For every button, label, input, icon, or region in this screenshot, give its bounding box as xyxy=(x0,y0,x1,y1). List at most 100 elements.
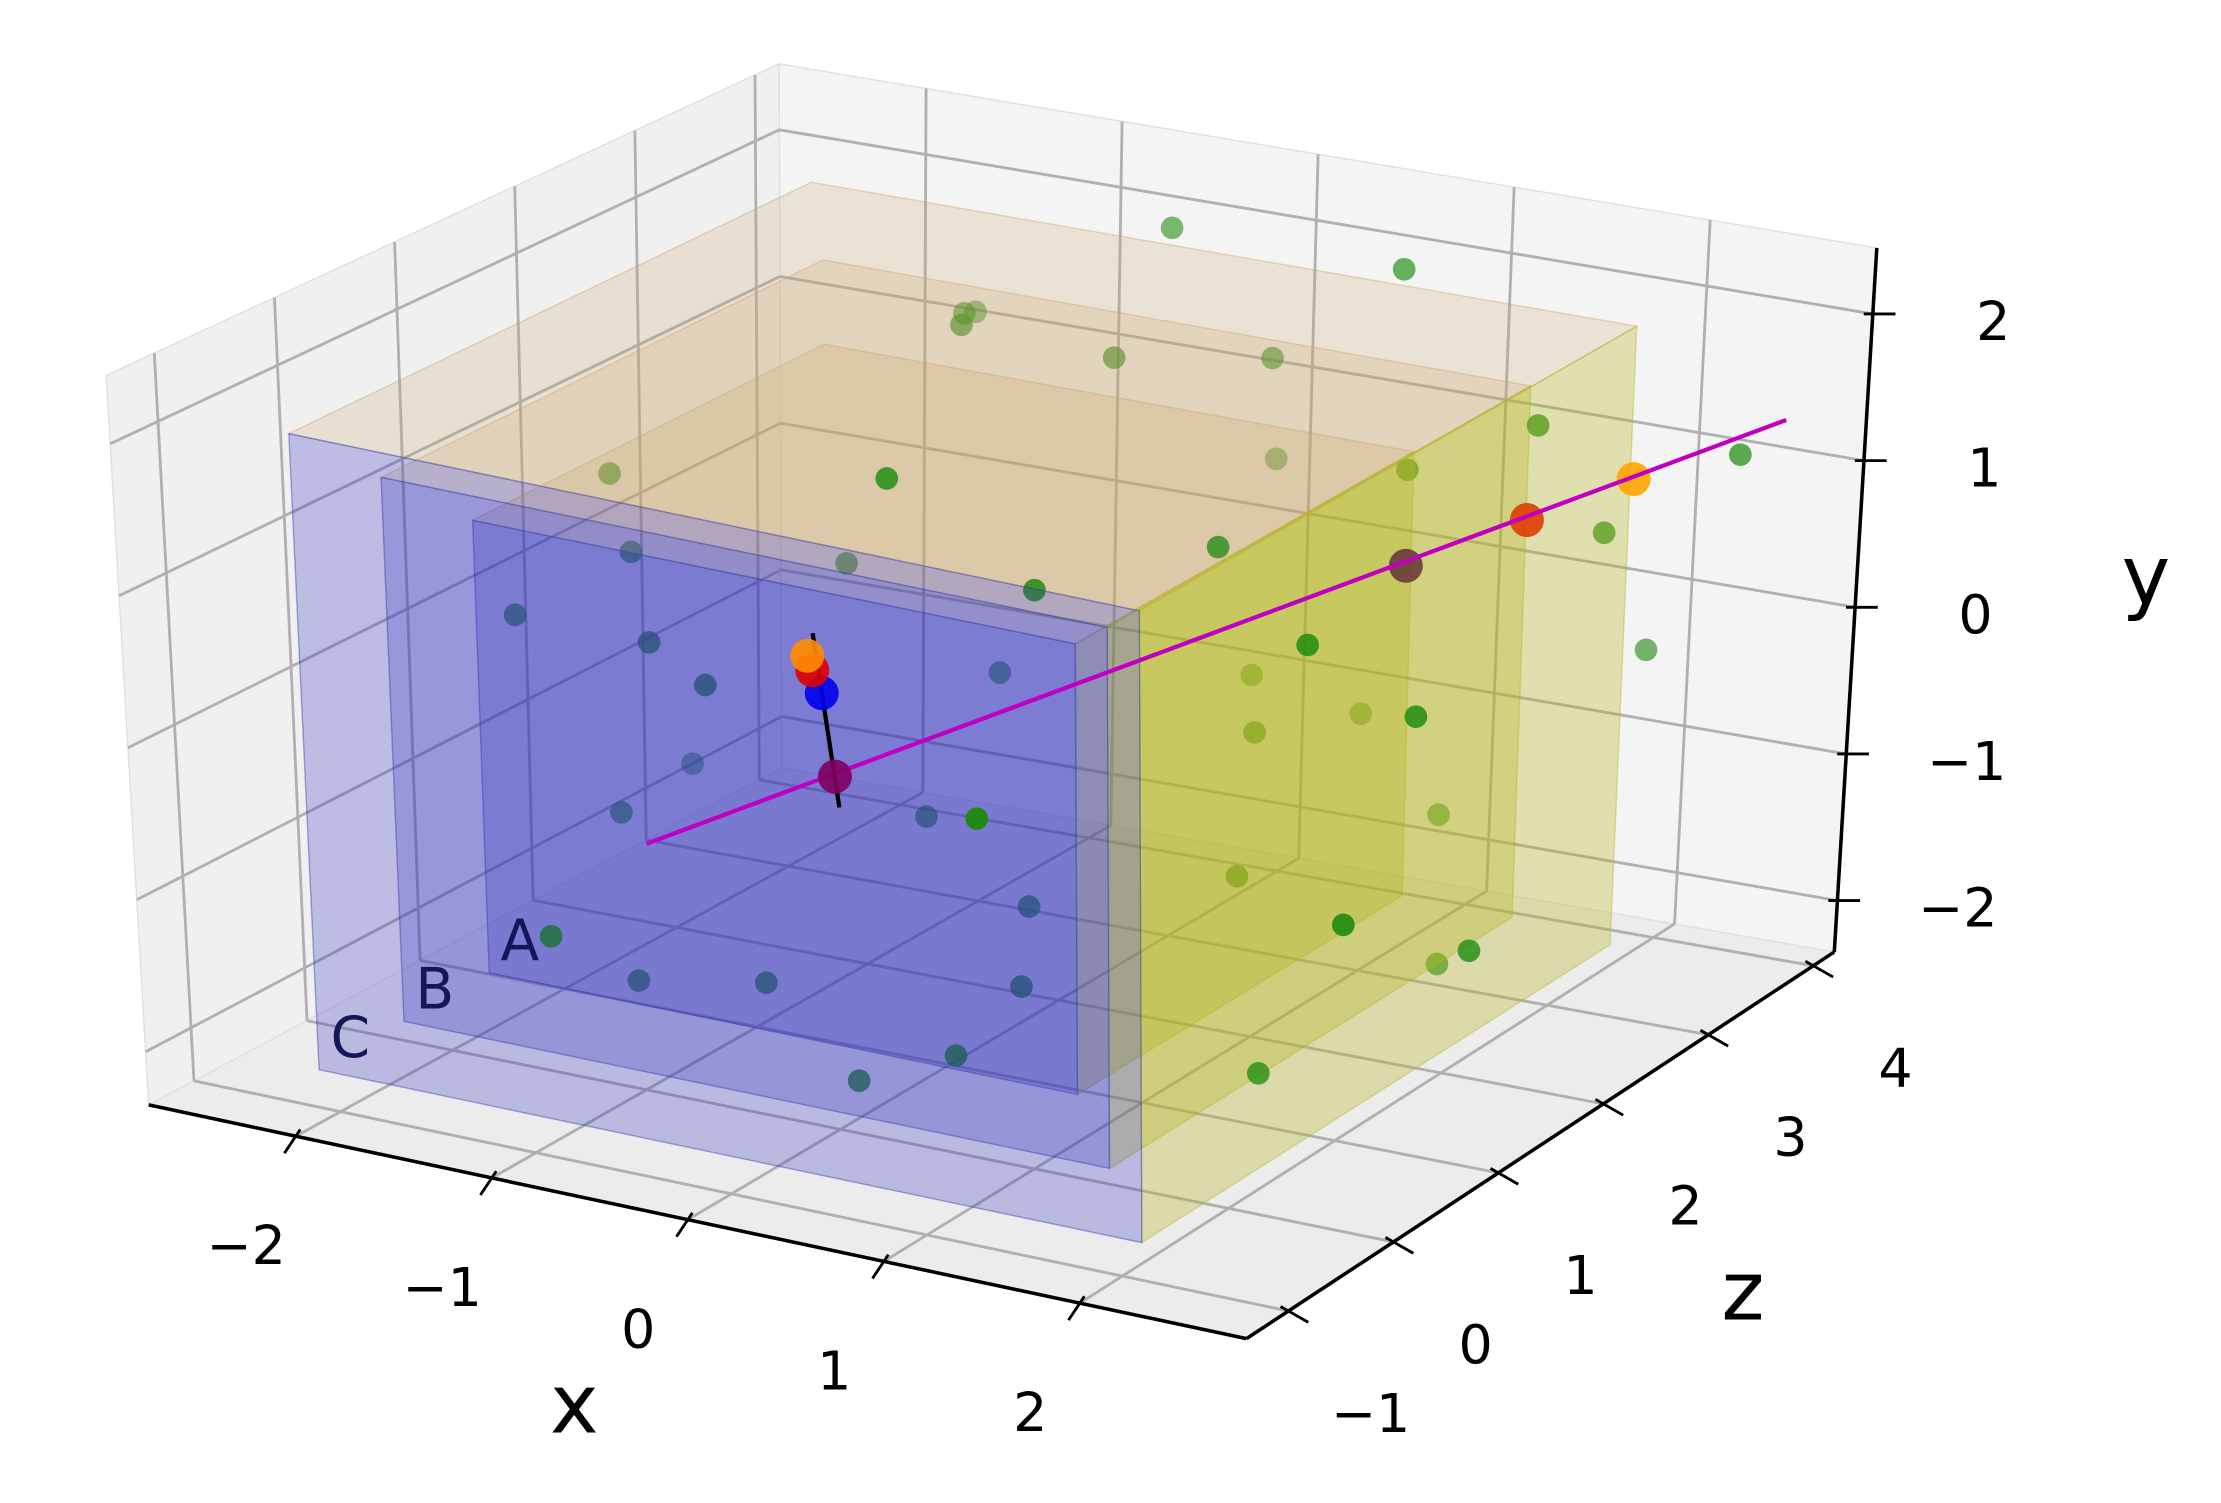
scatter-point xyxy=(1396,458,1419,482)
scatter-point xyxy=(1634,638,1658,662)
region-side xyxy=(1074,450,1415,1096)
scatter-point xyxy=(1526,414,1550,437)
grid-line xyxy=(393,241,422,961)
grid-line xyxy=(273,297,309,1021)
scatter-point xyxy=(1392,257,1416,281)
scatter-point xyxy=(1023,578,1046,602)
scatter-point xyxy=(988,661,1012,684)
y-tick-label: 1 xyxy=(1967,437,2001,500)
scatter-point xyxy=(944,1044,968,1067)
z-tick-mark xyxy=(1699,1029,1729,1048)
z-tick-mark xyxy=(1489,1167,1519,1186)
grid-line xyxy=(109,128,780,446)
grid-line xyxy=(306,1019,1394,1244)
grid-line xyxy=(1485,187,1516,892)
region-side xyxy=(1138,325,1638,1244)
scatter-point xyxy=(1592,521,1616,545)
scatter-point xyxy=(950,313,973,337)
x-tick-label: −1 xyxy=(403,1256,482,1319)
region-front xyxy=(380,476,1111,1170)
scatter-point xyxy=(1349,702,1372,726)
grid-line xyxy=(780,568,1847,756)
scatter-point xyxy=(637,631,661,654)
z-tick-label: −1 xyxy=(1331,1382,1410,1445)
y-tick-label: −1 xyxy=(1927,730,2006,793)
scene: CBA xyxy=(286,181,1787,1244)
grid-line xyxy=(491,824,1112,1180)
z-tick-mark xyxy=(1804,959,1834,979)
scatter-point xyxy=(598,462,621,485)
y-tick-label: 2 xyxy=(1976,290,2010,353)
grid-line xyxy=(921,88,928,793)
x-tick-mark xyxy=(283,1128,302,1154)
x-tick-label: −2 xyxy=(207,1214,286,1277)
scatter-point xyxy=(835,551,858,575)
scatter-point xyxy=(1243,721,1266,744)
z-axis-line xyxy=(1245,950,1836,1341)
region-front xyxy=(288,432,1143,1244)
x-axis-line xyxy=(148,1103,1247,1341)
scatter-point xyxy=(610,801,633,824)
scatter-point xyxy=(1160,216,1184,240)
z-tick-mark xyxy=(1384,1236,1414,1255)
z-tick-mark xyxy=(1279,1305,1310,1324)
scatter-point xyxy=(1729,443,1752,467)
y-tick-label: 0 xyxy=(1958,583,1992,646)
x-tick-label: 0 xyxy=(621,1298,655,1361)
scatter-point xyxy=(1457,939,1481,963)
scatter-point xyxy=(681,752,704,776)
scatter-point xyxy=(1010,975,1033,998)
z-tick-label: 1 xyxy=(1563,1244,1597,1307)
scatter-point xyxy=(1017,895,1041,918)
region-top xyxy=(470,343,1416,645)
grid-line xyxy=(419,959,1499,1175)
scatter-point xyxy=(875,467,899,490)
scatter-point xyxy=(503,603,527,627)
z-tick-label: 0 xyxy=(1458,1313,1492,1376)
grid-line xyxy=(883,889,1488,1263)
scatter-point xyxy=(1427,803,1450,826)
grid-line xyxy=(1297,154,1320,859)
grid-line xyxy=(633,130,648,841)
grid-line xyxy=(193,1079,1289,1313)
scatter-point xyxy=(1246,1061,1270,1085)
grid-line xyxy=(118,275,781,598)
grid-line xyxy=(645,838,1709,1037)
scatter-point xyxy=(1240,663,1264,687)
scatter-point xyxy=(965,807,989,830)
grid-line xyxy=(781,715,1838,902)
grid-line xyxy=(1109,121,1124,826)
grid-line xyxy=(295,791,924,1138)
grid-line xyxy=(779,128,1874,316)
scatter-point xyxy=(755,971,778,995)
region-front xyxy=(471,519,1079,1096)
x-tick-mark xyxy=(1067,1295,1086,1321)
scatter-point xyxy=(1425,952,1449,976)
scatter-point xyxy=(1261,346,1284,370)
scatter-point xyxy=(539,924,563,948)
x-tick-label: 2 xyxy=(1013,1381,1047,1444)
grid xyxy=(109,74,1874,1313)
scatter-point xyxy=(915,805,938,828)
scatter-point xyxy=(1206,535,1230,559)
z-tick-label: 3 xyxy=(1773,1106,1807,1169)
x-tick-label: 1 xyxy=(817,1339,851,1402)
region-top xyxy=(286,181,1639,612)
x-tick-mark xyxy=(479,1170,498,1196)
scatter-point xyxy=(847,1069,871,1093)
region-label: B xyxy=(415,957,454,1023)
grid-line xyxy=(753,74,761,780)
grid-line xyxy=(127,421,782,750)
x-tick-mark xyxy=(871,1253,890,1280)
x-tick-mark xyxy=(675,1212,694,1238)
region-top xyxy=(378,259,1533,629)
grid-line xyxy=(152,353,196,1081)
grid-line xyxy=(513,186,535,901)
z-tick-label: 4 xyxy=(1878,1037,1912,1100)
y-tick-label: −2 xyxy=(1918,877,1997,940)
marker-point xyxy=(817,759,852,794)
scatter-point xyxy=(693,673,717,697)
grid-line xyxy=(780,421,1856,609)
marker-point xyxy=(1616,462,1651,497)
y-axis-line xyxy=(1832,247,1879,953)
